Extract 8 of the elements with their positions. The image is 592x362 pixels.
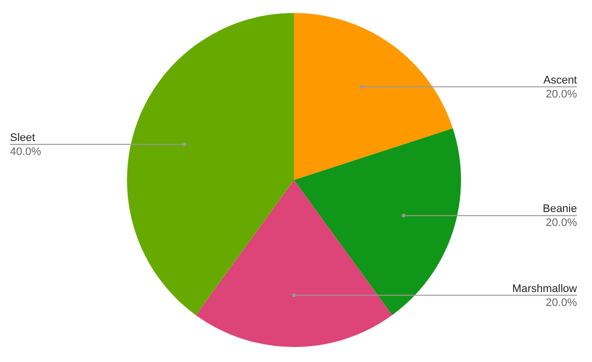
- data-label: 40.0%: [10, 146, 42, 158]
- data-label: 20.0%: [546, 296, 578, 309]
- slice-label: Beanie: [542, 203, 577, 216]
- data-label: 20.0%: [546, 88, 578, 100]
- slice-label: Ascent: [543, 74, 577, 86]
- slice-label: Marshmallow: [512, 282, 578, 295]
- data-label: 20.0%: [546, 217, 578, 230]
- slice-label: Sleet: [10, 132, 36, 144]
